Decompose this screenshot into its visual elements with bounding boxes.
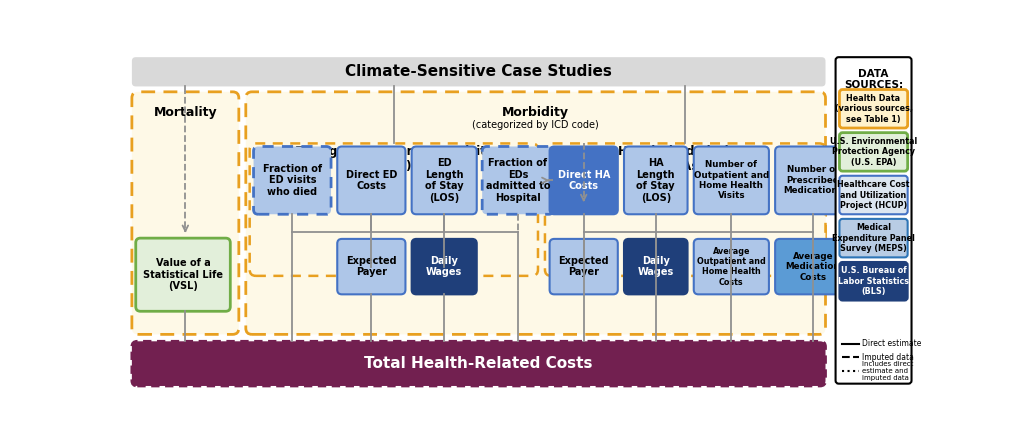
Text: Medical
Expenditure Panel
Survey (MEPS): Medical Expenditure Panel Survey (MEPS) bbox=[833, 223, 915, 253]
Text: Average
Medication
Costs: Average Medication Costs bbox=[785, 252, 840, 282]
Text: ED
Length
of Stay
(LOS): ED Length of Stay (LOS) bbox=[425, 158, 464, 203]
Text: DATA
SOURCES:: DATA SOURCES: bbox=[844, 69, 903, 90]
Text: Value of a
Statistical Life
(VSL): Value of a Statistical Life (VSL) bbox=[143, 258, 223, 291]
FancyBboxPatch shape bbox=[412, 239, 477, 294]
FancyBboxPatch shape bbox=[550, 146, 617, 214]
Text: Total Health-Related Costs: Total Health-Related Costs bbox=[365, 356, 593, 371]
Text: Morbidity: Morbidity bbox=[502, 106, 569, 119]
Text: Direct HA
Costs: Direct HA Costs bbox=[557, 170, 610, 191]
Text: HA
Length
of Stay
(LOS): HA Length of Stay (LOS) bbox=[637, 158, 675, 203]
Text: Climate-Sensitive Case Studies: Climate-Sensitive Case Studies bbox=[345, 64, 612, 79]
FancyBboxPatch shape bbox=[775, 146, 850, 214]
Text: U.S. Bureau of
Labor Statistics
(BLS): U.S. Bureau of Labor Statistics (BLS) bbox=[838, 266, 909, 296]
Text: Direct ED
Costs: Direct ED Costs bbox=[346, 170, 397, 191]
FancyBboxPatch shape bbox=[840, 219, 907, 258]
Text: Emergency Department Visits
(EDs): Emergency Department Visits (EDs) bbox=[295, 145, 493, 173]
Text: Average
Outpatient and
Home Health
Costs: Average Outpatient and Home Health Costs bbox=[697, 247, 766, 287]
Text: Direct estimate: Direct estimate bbox=[862, 339, 922, 348]
Text: Number of
Outpatient and
Home Health
Visits: Number of Outpatient and Home Health Vis… bbox=[693, 160, 769, 201]
FancyBboxPatch shape bbox=[836, 57, 911, 384]
FancyBboxPatch shape bbox=[840, 262, 907, 300]
FancyBboxPatch shape bbox=[624, 239, 687, 294]
FancyBboxPatch shape bbox=[132, 341, 825, 386]
FancyBboxPatch shape bbox=[132, 92, 239, 334]
FancyBboxPatch shape bbox=[840, 176, 907, 214]
Text: Healthcare Cost
and Utilization
Project (HCUP): Healthcare Cost and Utilization Project … bbox=[838, 180, 909, 210]
Text: Daily
Wages: Daily Wages bbox=[426, 256, 462, 277]
FancyBboxPatch shape bbox=[132, 57, 825, 86]
Text: Imputed data: Imputed data bbox=[862, 353, 913, 362]
FancyBboxPatch shape bbox=[412, 146, 477, 214]
FancyBboxPatch shape bbox=[337, 239, 406, 294]
FancyBboxPatch shape bbox=[550, 239, 617, 294]
Text: Expected
Payer: Expected Payer bbox=[346, 256, 396, 277]
Text: Fraction of
ED visits
who died: Fraction of ED visits who died bbox=[263, 164, 322, 197]
FancyBboxPatch shape bbox=[775, 239, 850, 294]
FancyBboxPatch shape bbox=[246, 92, 825, 334]
Text: Fraction of
EDs
admitted to
Hospital: Fraction of EDs admitted to Hospital bbox=[485, 158, 550, 203]
FancyBboxPatch shape bbox=[136, 238, 230, 311]
FancyBboxPatch shape bbox=[693, 239, 769, 294]
FancyBboxPatch shape bbox=[693, 146, 769, 214]
Text: Health Data
(various sources,
see Table 1): Health Data (various sources, see Table … bbox=[835, 94, 912, 124]
Text: (categorized by ICD code): (categorized by ICD code) bbox=[472, 120, 599, 130]
Text: U.S. Environmental
Protection Agency
(U.S. EPA): U.S. Environmental Protection Agency (U.… bbox=[829, 137, 918, 167]
Text: Mortality: Mortality bbox=[154, 106, 217, 119]
FancyBboxPatch shape bbox=[624, 146, 687, 214]
FancyBboxPatch shape bbox=[545, 143, 825, 276]
FancyBboxPatch shape bbox=[840, 133, 907, 171]
Text: Hospital Admissions
(HAs): Hospital Admissions (HAs) bbox=[618, 145, 753, 173]
FancyBboxPatch shape bbox=[250, 143, 538, 276]
Text: Includes direct
estimate and
imputed data: Includes direct estimate and imputed dat… bbox=[862, 361, 913, 381]
FancyBboxPatch shape bbox=[482, 146, 554, 214]
FancyBboxPatch shape bbox=[840, 89, 907, 128]
Text: Daily
Wages: Daily Wages bbox=[638, 256, 674, 277]
Text: Expected
Payer: Expected Payer bbox=[558, 256, 609, 277]
FancyBboxPatch shape bbox=[254, 146, 331, 214]
Text: Number of
Prescribed
Medications: Number of Prescribed Medications bbox=[782, 166, 843, 195]
FancyBboxPatch shape bbox=[337, 146, 406, 214]
